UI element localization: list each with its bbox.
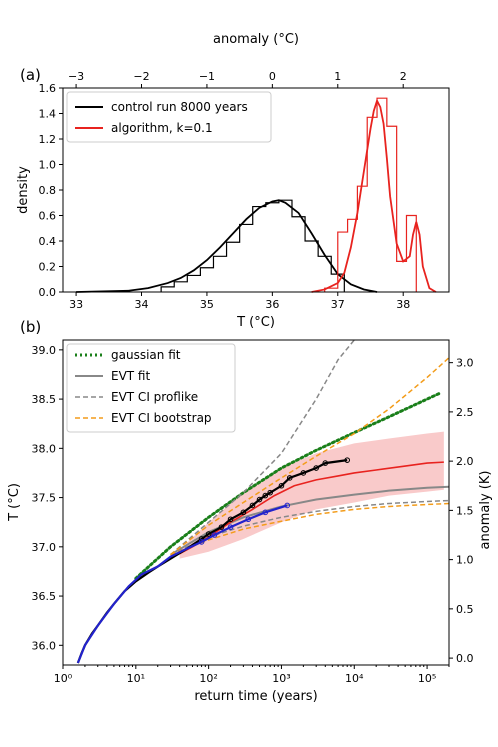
panel-b: (b) 10⁰ 10¹ 10² 10³ 10⁴ 10⁵ 36.0 36.5 37.0 37.5 38… (7, 318, 493, 704)
b-empirical-point (262, 509, 269, 516)
b-empirical-point (205, 531, 212, 537)
a-xtick-label: 37 (331, 298, 345, 311)
b-right-tick-label: 0.5 (456, 603, 474, 616)
a-ytick-label: 1.4 (39, 108, 57, 121)
b-series-2 (170, 499, 449, 556)
b-empirical-point (245, 516, 252, 523)
panel-b-ylabel: T (°C) (7, 483, 22, 522)
b-empirical-point (313, 465, 319, 471)
a-xtick-label: 36 (265, 298, 279, 311)
b-empirical-point (344, 457, 351, 463)
a-histogram-1 (160, 199, 345, 292)
b-series-3 (170, 340, 355, 556)
panel-b-legend-box (66, 343, 236, 433)
panel-a-legend: control run 8000 years algorithm, k=0.1 (66, 91, 272, 143)
a-ytick-label: 1.2 (39, 133, 57, 146)
panel-a-plot-area: 33 34 35 36 37 380.00.20.40.60.81.01.21.41.6−… (39, 70, 437, 311)
panel-b-right-ylabel: anomaly (K) (478, 471, 493, 550)
a-top-tick-label: −1 (199, 70, 215, 83)
panel-b-xlabel: return time (years) (194, 689, 317, 704)
b-right-tick-label: 3.0 (456, 357, 474, 370)
b-empirical-point (227, 524, 234, 530)
b-ytick-label: 39.0 (32, 344, 57, 357)
a-curve-2 (311, 98, 437, 293)
b-series-group (76, 340, 449, 664)
b-empirical-point (240, 509, 247, 516)
b-empirical-point (249, 502, 256, 509)
a-ytick-label: 0.8 (39, 184, 57, 197)
panel-a: (a) anomaly (°C) 33 34 35 36 37 38 0.0 0.2 0.4 0.… (16, 32, 450, 330)
legend-label-evt-fit: EVT fit (111, 369, 150, 383)
panel-a-frame (62, 87, 450, 293)
b-empirical-point (322, 460, 329, 466)
a-xtick-label: 34 (135, 298, 149, 311)
b-empirical-point (262, 492, 269, 499)
legend-label-control: control run 8000 years (111, 100, 248, 114)
a-ytick-label: 0.0 (39, 286, 57, 299)
panel-a-xlabel: T (°C) (236, 315, 275, 330)
b-xtick-label: 10² (199, 672, 217, 685)
b-algorithm-band (179, 431, 444, 559)
a-histogram-3 (324, 97, 417, 292)
b-empirical-point (286, 475, 293, 481)
b-right-tick-label: 2.0 (456, 455, 474, 468)
a-top-tick-label: 2 (400, 70, 407, 83)
a-xtick-label: 38 (396, 298, 410, 311)
a-ytick-label: 0.2 (39, 261, 57, 274)
b-xtick-label: 10⁴ (345, 672, 364, 685)
b-series-0 (134, 391, 442, 580)
a-ytick-label: 0.6 (39, 210, 57, 223)
b-xtick-label: 10⁰ (54, 672, 73, 685)
panel-a-label: (a) (20, 66, 41, 84)
b-empirical-point (211, 532, 218, 538)
b-ytick-label: 36.0 (32, 639, 57, 652)
a-ytick-label: 1.0 (39, 159, 57, 172)
b-right-tick-label: 0.0 (456, 652, 474, 665)
a-top-tick-label: −3 (68, 70, 84, 83)
a-xtick-label: 33 (69, 298, 83, 311)
b-ytick-label: 37.0 (32, 541, 57, 554)
a-top-tick-label: 0 (269, 70, 276, 83)
panel-b-legend: gaussian fit EVT fit EVT CI proflike EVT… (66, 343, 236, 433)
b-empirical-point (198, 539, 205, 545)
a-top-tick-label: 1 (334, 70, 341, 83)
b-empirical-point (300, 470, 307, 476)
legend-label-evt-proflike: EVT CI proflike (111, 390, 198, 404)
b-empirical-point (256, 496, 263, 503)
panel-a-top-xlabel: anomaly (°C) (213, 32, 299, 47)
b-ytick-label: 38.5 (32, 393, 57, 406)
panel-a-ylabel: density (16, 166, 31, 214)
b-empirical-point (284, 502, 291, 509)
panel-b-label: (b) (20, 318, 41, 336)
b-empirical-point (218, 524, 225, 530)
b-ytick-label: 36.5 (32, 590, 57, 603)
b-right-tick-label: 1.0 (456, 554, 474, 567)
legend-label-gaussian: gaussian fit (111, 348, 181, 362)
b-xtick-label: 10⁵ (418, 672, 436, 685)
a-top-tick-label: −2 (133, 70, 149, 83)
b-empirical-point (227, 516, 234, 523)
b-right-tick-label: 2.5 (456, 406, 474, 419)
b-ytick-label: 38.0 (32, 442, 57, 455)
panel-b-frame (62, 339, 450, 666)
b-series-4 (170, 502, 449, 556)
b-xtick-label: 10¹ (127, 672, 145, 685)
panel-a-legend-box (66, 91, 272, 143)
a-ytick-label: 0.4 (39, 235, 57, 248)
b-empirical-line-10 (76, 504, 288, 664)
a-xtick-label: 35 (200, 298, 214, 311)
b-ytick-label: 37.5 (32, 492, 57, 505)
b-right-tick-label: 1.5 (456, 504, 474, 517)
b-empirical-point (267, 489, 273, 496)
a-ytick-label: 1.6 (39, 82, 57, 95)
legend-label-algorithm: algorithm, k=0.1 (111, 121, 213, 135)
b-xtick-label: 10³ (272, 672, 290, 685)
legend-label-evt-bootstrap: EVT CI bootstrap (111, 411, 212, 425)
b-empirical-point (278, 482, 285, 489)
